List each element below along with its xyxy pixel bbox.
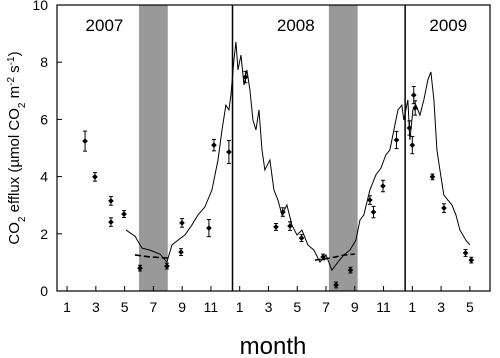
x-tick-label: 3	[265, 299, 273, 315]
x-tick-label: 3	[437, 299, 445, 315]
point	[441, 205, 447, 211]
point	[393, 137, 400, 143]
point	[82, 138, 88, 144]
point	[108, 198, 114, 204]
x-tick-label: 7	[149, 299, 157, 315]
x-tick-label: 3	[92, 299, 100, 315]
x-tick-label: 5	[121, 299, 129, 315]
x-tick-label: 9	[351, 299, 359, 315]
point	[370, 209, 377, 215]
point	[333, 282, 339, 288]
x-tick-label: 5	[466, 299, 474, 315]
point	[242, 74, 249, 80]
point	[429, 174, 436, 180]
point	[409, 142, 416, 148]
x-tick-label: 1	[63, 299, 71, 315]
y-label-part: efflux (µmol CO	[6, 108, 23, 216]
y-label-part: 2	[17, 102, 28, 108]
point	[164, 263, 170, 269]
point	[410, 92, 417, 98]
point	[468, 257, 475, 263]
x-tick-label: 11	[376, 299, 391, 315]
line	[125, 41, 471, 272]
point	[462, 250, 469, 256]
y-tick-label: 8	[40, 54, 48, 70]
point	[287, 223, 293, 229]
point	[280, 209, 286, 215]
y-label-part: 2	[17, 216, 28, 222]
shaded-span	[138, 5, 168, 291]
point	[108, 219, 114, 225]
dashed-line	[134, 253, 355, 261]
y-tick-label: 10	[32, 0, 48, 13]
y-label-part: -2	[6, 77, 17, 86]
year-label: 2007	[86, 16, 124, 35]
point	[273, 224, 279, 230]
y-label-part: m	[6, 86, 23, 103]
point	[380, 183, 386, 189]
y-tick-label: 6	[40, 111, 48, 127]
plot-frame	[56, 4, 491, 292]
y-tick-label: 0	[40, 283, 48, 299]
y-axis-label: CO2 efflux (µmol CO2 m-2 s-1)	[6, 51, 28, 244]
shaded-span	[328, 5, 358, 291]
point	[137, 265, 143, 271]
point	[367, 197, 373, 203]
point	[320, 254, 326, 260]
y-label-part: CO	[6, 222, 23, 245]
point	[121, 211, 127, 217]
point	[206, 225, 212, 231]
point	[406, 125, 413, 131]
x-tick-label: 5	[293, 299, 301, 315]
point	[412, 105, 419, 111]
x-tick-label: 9	[178, 299, 186, 315]
x-tick-label: 11	[204, 299, 219, 315]
y-label-part: s	[6, 65, 23, 77]
y-tick-label: 2	[40, 226, 48, 242]
x-tick-label: 1	[408, 299, 416, 315]
y-label-part: -1	[6, 56, 17, 65]
point	[347, 267, 354, 273]
year-label: 2008	[277, 16, 315, 35]
y-tick-label: 4	[40, 169, 48, 185]
x-tick-label: 1	[236, 299, 244, 315]
x-axis-label: month	[240, 333, 307, 358]
point	[298, 235, 305, 241]
point	[92, 174, 98, 180]
year-label: 2009	[429, 16, 467, 35]
point	[179, 220, 185, 226]
point	[226, 149, 232, 155]
point	[211, 142, 217, 148]
point	[178, 249, 184, 255]
y-label-part: )	[6, 51, 23, 56]
x-tick-label: 7	[322, 299, 330, 315]
